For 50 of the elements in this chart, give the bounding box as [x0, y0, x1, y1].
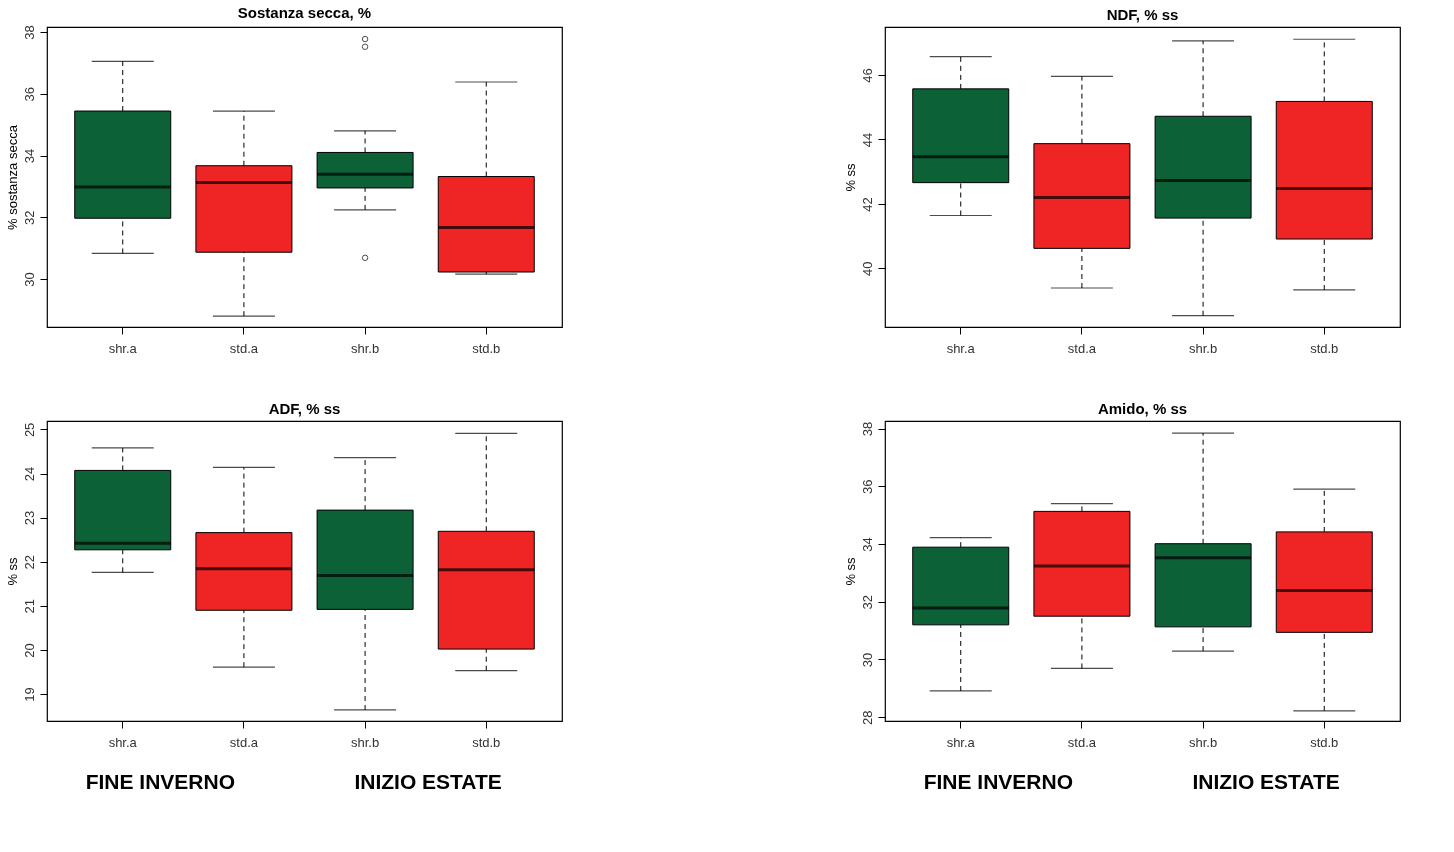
- y-tick-label: 19: [21, 687, 37, 702]
- y-tick-label: 40: [859, 261, 875, 277]
- x-tick-label: shr.a: [946, 340, 976, 356]
- y-tick-label: 36: [859, 479, 875, 494]
- x-tick-label: std.b: [472, 340, 501, 356]
- y-tick-label: 30: [859, 652, 875, 668]
- text: INIZIO ESTATE: [1192, 770, 1340, 793]
- y-tick-label: 23: [21, 510, 37, 526]
- y-tick-label: 32: [859, 595, 875, 610]
- y-tick-label: 30: [21, 272, 37, 287]
- y-tick-label: 38: [859, 421, 875, 437]
- y-tick-label: 38: [21, 25, 37, 40]
- y-tick-label: 46: [859, 68, 875, 83]
- y-axis-title: % ss: [4, 556, 20, 586]
- x-tick-label: shr.b: [350, 734, 380, 750]
- y-tick-label: 20: [21, 643, 37, 658]
- y-tick-label: 21: [21, 599, 37, 614]
- y-axis-title: % ss: [842, 556, 858, 586]
- y-tick-label: 24: [21, 466, 37, 482]
- y-tick-label: 25: [21, 422, 37, 438]
- x-tick-label: std.a: [229, 734, 259, 750]
- x-tick-label: std.a: [229, 340, 259, 356]
- y-tick-label: 32: [21, 210, 37, 226]
- x-tick-label: shr.b: [350, 340, 380, 356]
- x-tick-label: std.a: [1067, 734, 1097, 750]
- chart-title: ADF, % ss: [268, 400, 341, 417]
- x-tick-label: shr.b: [1188, 340, 1218, 356]
- y-tick-label: 34: [859, 537, 875, 552]
- y-tick-label: 42: [859, 197, 875, 212]
- y-tick-label: 36: [21, 87, 37, 102]
- x-tick-label: std.a: [1067, 340, 1097, 356]
- chart-title: Amido, % ss: [1097, 400, 1188, 417]
- y-tick-label: 28: [859, 710, 875, 725]
- y-tick-label: 44: [859, 132, 875, 148]
- y-axis-title: % ss: [842, 162, 858, 192]
- chart-title: NDF, % ss: [1106, 6, 1179, 23]
- x-tick-label: shr.a: [108, 340, 138, 356]
- y-tick-label: 22: [21, 555, 37, 570]
- x-tick-label: shr.a: [108, 734, 138, 750]
- x-tick-label: std.b: [1310, 340, 1339, 356]
- text: FINE INVERNO: [85, 770, 235, 793]
- y-axis-title: % sostanza secca: [4, 124, 20, 230]
- y-tick-label: 34: [21, 148, 37, 164]
- chart-title: Sostanza secca, %: [237, 3, 372, 21]
- text: INIZIO ESTATE: [354, 770, 502, 793]
- x-tick-label: shr.b: [1188, 734, 1218, 750]
- x-tick-label: std.b: [472, 734, 501, 750]
- x-tick-label: std.b: [1310, 734, 1339, 750]
- x-tick-label: shr.a: [946, 734, 976, 750]
- text: FINE INVERNO: [923, 770, 1073, 793]
